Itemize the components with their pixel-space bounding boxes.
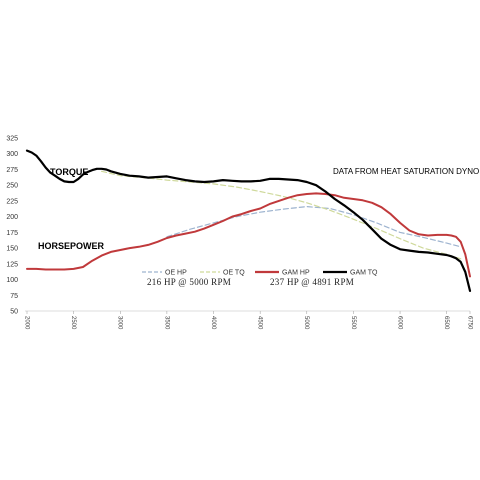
- oe-hp-series-line: [166, 206, 462, 248]
- x-tick-label: 2000: [23, 316, 29, 330]
- oe-tq-legend-label: OE TQ: [223, 270, 245, 277]
- oe-hp-legend-label: OE HP: [165, 270, 187, 277]
- y-tick-label: 75: [10, 293, 18, 300]
- y-tick-label: 275: [6, 167, 18, 174]
- x-tick-label: 4500: [257, 316, 263, 330]
- gam-tq-legend-label: GAM TQ: [350, 270, 378, 277]
- y-tick-label: 200: [6, 214, 18, 221]
- y-tick-label: 125: [6, 261, 18, 268]
- y-tick-label: 150: [6, 246, 18, 253]
- y-tick-label: 225: [6, 198, 18, 205]
- y-tick-label: 325: [6, 136, 18, 143]
- x-tick-label: 5000: [303, 316, 309, 330]
- gam-hp-legend-label: GAM HP: [282, 270, 310, 277]
- x-tick-label: 3500: [163, 316, 169, 330]
- x-tick-label: 4000: [210, 316, 216, 330]
- x-tick-label: 5500: [350, 316, 356, 330]
- gam-tq-series-line: [25, 149, 472, 292]
- y-axis: 50 75 100 125 150 175 200 225 250 275 300 325: [6, 136, 470, 316]
- y-tick-label: 175: [6, 230, 18, 237]
- gam-peak-label: 237 HP @ 4891 RPM: [270, 277, 354, 287]
- y-tick-label: 50: [10, 309, 18, 316]
- x-tick-label: 2500: [70, 316, 76, 330]
- x-tick-label: 6500: [443, 316, 449, 330]
- gam-hp-series-line: [26, 192, 471, 278]
- oe-peak-label: 216 HP @ 5000 RPM: [147, 277, 231, 287]
- x-tick-label: 3000: [117, 316, 123, 330]
- x-tick-label: 6000: [396, 316, 402, 330]
- horsepower-label: HORSEPOWER: [38, 241, 105, 251]
- y-tick-label: 300: [6, 151, 18, 158]
- torque-label: TORQUE: [50, 167, 88, 177]
- source-note: DATA FROM HEAT SATURATION DYNO: [333, 167, 479, 176]
- y-tick-label: 250: [6, 183, 18, 190]
- x-axis: 2000 2500 3000 3500 4000 4500 5000 5500 6000 6500…: [23, 311, 472, 330]
- oe-tq-series-line: [101, 170, 462, 260]
- x-tick-label: 6750: [466, 316, 472, 330]
- y-tick-label: 100: [6, 277, 18, 284]
- legend: OE HP OE TQ GAM HP GAM TQ: [142, 270, 378, 277]
- series-layer: [25, 149, 472, 292]
